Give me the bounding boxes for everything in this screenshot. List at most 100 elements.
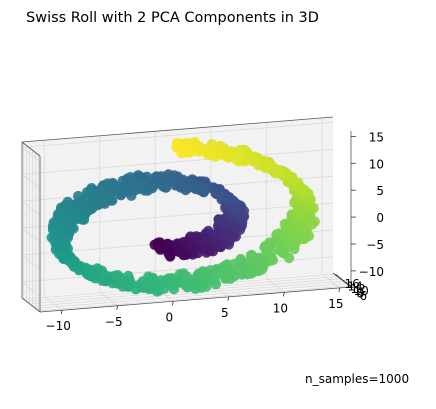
x-grid-floor — [99, 291, 118, 307]
data-point — [192, 247, 203, 259]
data-point — [308, 203, 319, 214]
data-point — [190, 283, 201, 294]
data-point — [69, 256, 80, 267]
data-point — [232, 153, 243, 164]
z-tick-label: 0 — [376, 211, 384, 225]
left-top-edge — [21, 141, 41, 157]
data-point — [159, 182, 170, 193]
data-point — [165, 251, 176, 262]
data-point — [296, 183, 308, 194]
data-point — [209, 151, 220, 162]
data-point — [226, 232, 238, 243]
y-tick-label: 10 — [354, 284, 369, 298]
data-point — [179, 249, 190, 260]
data-point — [231, 203, 242, 215]
data-point — [274, 165, 285, 177]
x-tick — [338, 287, 341, 292]
data-point — [117, 281, 129, 292]
y-tick-label: 14 — [348, 280, 363, 294]
z-grid-left — [21, 200, 41, 216]
data-point — [303, 230, 315, 242]
z-grid-left — [21, 254, 41, 270]
data-point — [207, 246, 219, 257]
data-point — [283, 252, 295, 264]
data-point — [289, 243, 300, 255]
data-point — [126, 190, 137, 201]
x-tick — [171, 301, 174, 306]
y-tick — [340, 278, 345, 282]
x-tick-labels: −10 −5 0 5 10 15 — [46, 297, 344, 333]
x-axis-line — [39, 286, 352, 313]
z-tick-label: 15 — [369, 130, 384, 144]
data-point — [267, 254, 279, 266]
data-point — [190, 183, 201, 195]
chart-title: Swiss Roll with 2 PCA Components in 3D — [26, 10, 319, 26]
data-point — [235, 213, 247, 225]
x-tick — [60, 310, 63, 315]
data-point — [260, 160, 271, 171]
x-grid-floor — [43, 295, 63, 311]
z-grid-back — [21, 256, 334, 283]
x-grid-floor — [266, 278, 285, 293]
x-tick-label: −10 — [46, 319, 71, 333]
data-point — [245, 268, 256, 279]
data-point — [63, 228, 75, 239]
data-point — [219, 190, 230, 202]
data-point — [201, 281, 212, 292]
z-grid-back — [21, 121, 334, 148]
x-tick-label: 15 — [328, 297, 343, 311]
y-tick — [346, 283, 351, 286]
data-point — [89, 273, 101, 284]
data-point — [305, 194, 316, 205]
z-grid-left — [21, 281, 41, 297]
y-tick — [334, 273, 339, 277]
data-point — [210, 279, 222, 290]
tick-marks — [60, 135, 356, 315]
x-tick-label: 0 — [165, 310, 173, 324]
data-point — [256, 264, 267, 275]
z-tick-label: 5 — [376, 184, 384, 198]
z-grid-left — [21, 173, 41, 189]
z-grid-back — [21, 148, 334, 175]
x-tick — [116, 305, 119, 310]
data-point — [101, 275, 113, 286]
data-point — [198, 186, 209, 198]
data-point — [115, 190, 127, 201]
y-grid-floor — [32, 280, 344, 307]
axis-lines — [21, 116, 352, 313]
x-tick — [227, 296, 230, 301]
z-tick-labels: −10 −5 0 5 10 15 — [359, 130, 384, 278]
x-tick-label: 10 — [273, 301, 288, 315]
data-point — [155, 244, 166, 255]
data-point — [222, 152, 234, 163]
data-point — [180, 184, 191, 196]
z-tick-label: −10 — [359, 265, 384, 279]
x-grid-floor — [321, 273, 341, 289]
data-point — [194, 146, 205, 157]
data-point — [225, 273, 236, 284]
sample-count-note: n_samples=1000 — [305, 372, 409, 386]
y-tick-label: 12 — [351, 282, 366, 296]
floor-pane — [22, 273, 351, 312]
y-tick — [343, 280, 348, 284]
y-tick — [349, 285, 354, 289]
z-tick-label: −5 — [366, 238, 384, 252]
y-tick-label: 16 — [345, 277, 360, 291]
data-point — [182, 282, 193, 293]
data-point — [147, 183, 158, 194]
y-grid-floor — [35, 283, 347, 309]
x-tick — [282, 292, 285, 297]
data-point — [309, 216, 320, 227]
back-top-edge — [21, 116, 334, 143]
data-point — [168, 283, 180, 295]
data-point — [180, 147, 192, 158]
y-tick — [337, 276, 342, 279]
z-grid-left — [21, 147, 41, 162]
y-grid-floor — [38, 285, 350, 312]
floor-left-edge — [21, 297, 41, 313]
data-points — [46, 137, 320, 297]
data-point — [99, 198, 111, 209]
z-grid-left — [21, 227, 41, 243]
x-tick-label: −5 — [105, 315, 123, 329]
